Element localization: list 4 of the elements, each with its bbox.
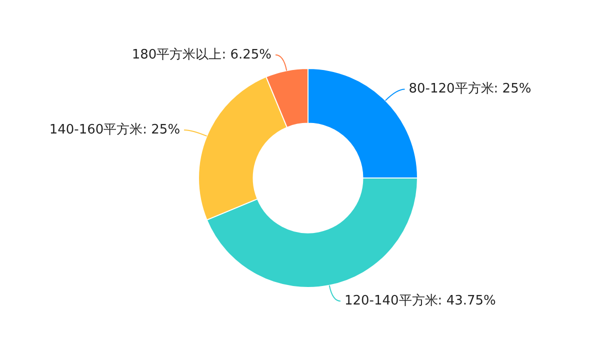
slice-label: 120-140平方米: 43.75% xyxy=(344,292,496,308)
slice-label: 180平方米以上: 6.25% xyxy=(132,46,272,62)
slice-label: 140-160平方米: 25% xyxy=(49,121,180,138)
slice-label: 80-120平方米: 25% xyxy=(408,80,532,97)
